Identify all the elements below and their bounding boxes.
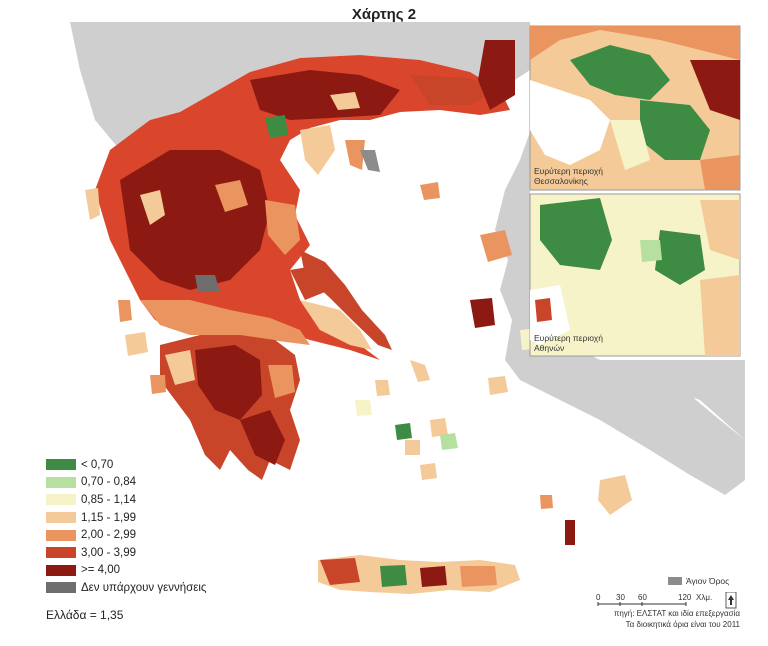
legend-swatch — [46, 494, 76, 506]
legend-item: 2,00 - 2,99 — [46, 526, 206, 544]
greece-mainland — [95, 40, 515, 360]
legend-label: 1,15 - 1,99 — [81, 511, 136, 524]
legend: < 0,70 0,70 - 0,84 0,85 - 1,14 1,15 - 1,… — [46, 456, 206, 597]
halkidiki — [300, 125, 380, 175]
legend-label: Δεν υπάρχουν γεννήσεις — [81, 581, 207, 594]
scale-tick-label: 120 — [678, 593, 692, 602]
source-note: πηγή: ΕΛΣΤΑΤ και ιδία επεξεργασία Τα διο… — [560, 608, 740, 630]
legend-swatch — [46, 547, 76, 559]
legend-label: < 0,70 — [81, 458, 114, 471]
neighbor-countries — [70, 22, 745, 495]
scale-tick-label: 0 — [596, 593, 601, 602]
legend-item: < 0,70 — [46, 456, 206, 474]
legend-item: 3,00 - 3,99 — [46, 544, 206, 562]
inset-athens-label: Ευρύτερη περιοχή Αθηνών — [534, 333, 603, 353]
source-line: πηγή: ΕΛΣΤΑΤ και ιδία επεξεργασία — [613, 609, 740, 618]
north-arrow-icon — [725, 592, 737, 609]
mount-athos-label: Άγιον Όρος — [686, 576, 730, 586]
peloponnese — [160, 335, 300, 480]
inset-thessaloniki-map — [529, 25, 741, 191]
legend-label: 2,00 - 2,99 — [81, 529, 136, 542]
legend-item: 0,70 - 0,84 — [46, 474, 206, 492]
inset-thessaloniki-label: Ευρύτερη περιοχή Θεσσαλονίκης — [534, 166, 603, 186]
greece-total-value: Ελλάδα = 1,35 — [46, 608, 124, 622]
legend-label: 3,00 - 3,99 — [81, 546, 136, 559]
legend-label: >= 4,00 — [81, 564, 121, 577]
legend-item: 0,85 - 1,14 — [46, 491, 206, 509]
legend-swatch — [46, 564, 76, 576]
inset-athens-map — [529, 193, 741, 357]
boundaries-note: Τα διοικητικά όρια είναι του 2011 — [625, 620, 740, 629]
ionian-islands — [85, 188, 166, 394]
scale-bar: 0 30 60 120 Χλμ. — [596, 592, 737, 609]
legend-swatch — [46, 582, 76, 594]
scale-tick-label: 30 — [616, 593, 625, 602]
legend-swatch — [46, 529, 76, 541]
evia-island — [300, 250, 392, 350]
legend-swatch — [46, 459, 76, 471]
legend-item: 1,15 - 1,99 — [46, 509, 206, 527]
mount-athos-legend: Άγιον Όρος — [668, 576, 729, 586]
legend-label: 0,70 - 0,84 — [81, 476, 136, 489]
crete-island — [318, 555, 520, 594]
scale-tick-label: 60 — [638, 593, 647, 602]
legend-item: Δεν υπάρχουν γεννήσεις — [46, 579, 206, 597]
map-title: Χάρτης 2 — [351, 6, 417, 23]
legend-swatch — [46, 476, 76, 488]
legend-item: >= 4,00 — [46, 562, 206, 580]
legend-swatch — [46, 512, 76, 524]
legend-label: 0,85 - 1,14 — [81, 493, 136, 506]
mount-athos-swatch — [668, 577, 682, 585]
scale-unit: Χλμ. — [696, 593, 712, 602]
